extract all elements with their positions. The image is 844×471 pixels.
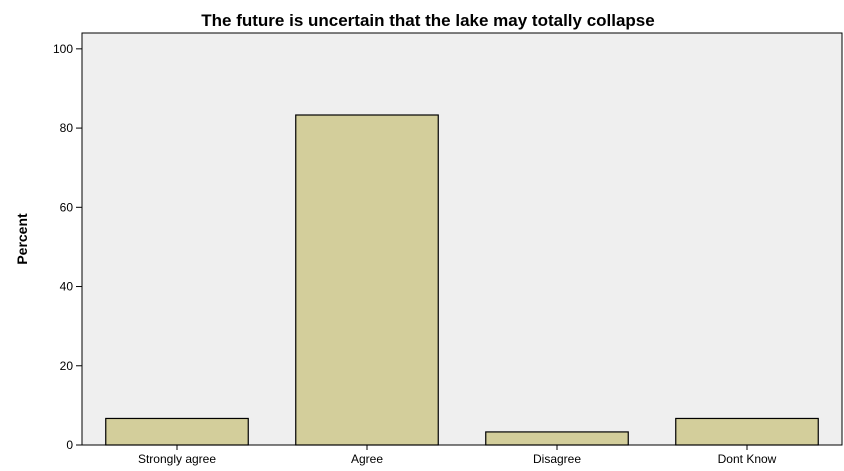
bar-dont-know xyxy=(675,417,819,446)
x-axis-labels: Strongly agree Agree Disagree Dont Know xyxy=(138,445,777,466)
x-tick-label: Strongly agree xyxy=(138,452,216,466)
bar-strongly-agree xyxy=(105,417,249,446)
x-tick-label: Dont Know xyxy=(718,452,777,466)
bars-group xyxy=(105,114,819,446)
y-tick-label: 0 xyxy=(66,438,73,452)
bar-disagree xyxy=(485,431,629,446)
chart-title: The future is uncertain that the lake ma… xyxy=(201,11,654,30)
y-tick-label: 40 xyxy=(60,280,74,294)
y-tick-label: 100 xyxy=(53,42,73,56)
y-axis-ticks: 0 20 40 60 80 100 xyxy=(53,42,82,452)
y-tick-label: 20 xyxy=(60,359,74,373)
bar-agree xyxy=(295,114,439,446)
plot-area xyxy=(81,32,843,446)
y-axis-label: Percent xyxy=(14,213,30,265)
x-tick-label: Agree xyxy=(351,452,383,466)
y-tick-label: 80 xyxy=(60,121,74,135)
y-tick-label: 60 xyxy=(60,200,74,214)
x-tick-label: Disagree xyxy=(533,452,581,466)
